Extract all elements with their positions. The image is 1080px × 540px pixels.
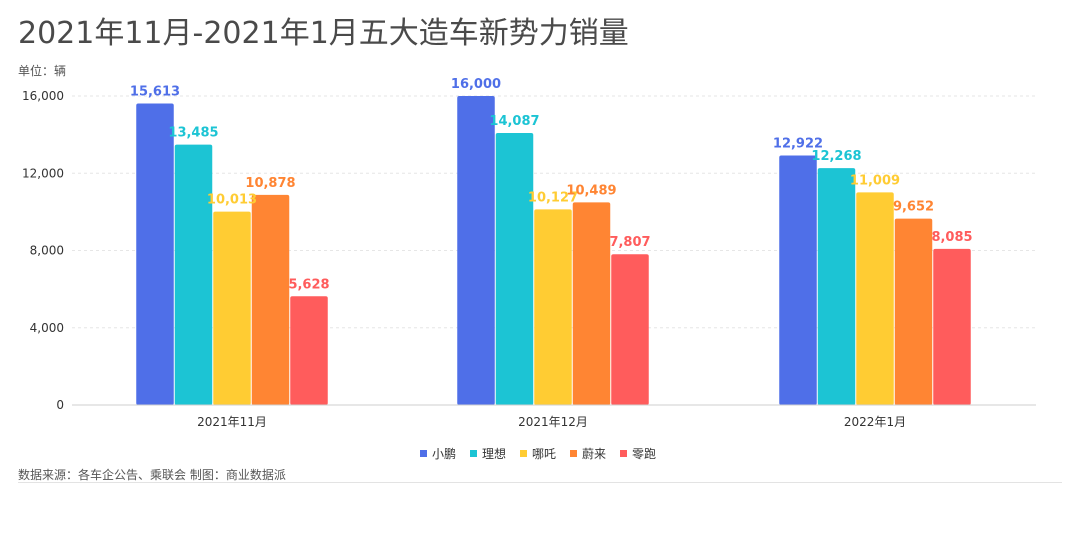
data-label: 16,000 — [451, 77, 501, 92]
data-label: 7,807 — [609, 235, 650, 250]
data-label: 13,485 — [168, 126, 218, 141]
legend-swatch — [470, 450, 477, 457]
bar-哪吒 — [213, 211, 251, 405]
bar-chart: 0 4,000 8,000 12,000 16,000 15,613 13,485 10,0… — [22, 77, 1036, 461]
x-axis-categories: 2021年11月 2021年12月 2022年1月 — [197, 415, 906, 429]
legend-swatch — [570, 450, 577, 457]
data-label: 11,009 — [850, 173, 900, 188]
legend-swatch — [420, 450, 427, 457]
x-category-label: 2021年11月 — [197, 415, 267, 429]
bar-理想 — [495, 132, 534, 405]
bar-蔚来 — [251, 194, 290, 405]
data-label: 12,922 — [773, 136, 823, 151]
source-note: 数据来源：各车企公告、乘联会 制图：商业数据派 — [18, 468, 286, 482]
legend-swatch — [620, 450, 627, 457]
bar-小鹏 — [136, 103, 174, 405]
bar-零跑 — [933, 248, 971, 405]
y-tick-label: 16,000 — [22, 89, 64, 103]
bar-哪吒 — [534, 209, 572, 405]
y-tick-label: 4,000 — [30, 321, 64, 335]
x-category-label: 2021年12月 — [518, 415, 588, 429]
legend-swatch — [520, 450, 527, 457]
bar-哪吒 — [856, 192, 894, 405]
legend-label: 理想 — [482, 446, 506, 461]
y-tick-label: 12,000 — [22, 166, 64, 180]
data-label: 5,628 — [288, 277, 329, 292]
data-label: 10,127 — [528, 190, 578, 205]
bar-零跑 — [611, 254, 649, 405]
bar-理想 — [174, 144, 213, 406]
legend-label: 蔚来 — [582, 447, 606, 461]
data-label: 12,268 — [811, 149, 861, 164]
data-label: 9,652 — [893, 200, 934, 215]
bar-理想 — [817, 168, 856, 405]
bar-小鹏 — [457, 96, 495, 405]
bar-零跑 — [290, 296, 328, 405]
bar-小鹏 — [779, 155, 817, 405]
legend-label: 哪吒 — [532, 447, 556, 461]
data-label: 15,613 — [130, 84, 180, 99]
bottom-divider — [18, 482, 1062, 483]
data-label: 8,085 — [931, 230, 972, 245]
bar-series — [136, 96, 971, 406]
data-label: 10,489 — [566, 183, 616, 198]
data-labels: 15,613 13,485 10,013 10,878 5,628 16,000 14,08… — [130, 77, 973, 292]
y-tick-label: 8,000 — [30, 244, 64, 258]
unit-label: 单位：辆 — [18, 64, 67, 78]
bar-蔚来 — [572, 202, 611, 405]
legend-label: 零跑 — [632, 447, 656, 461]
chart-title: 2021年11月-2021年1月五大造车新势力销量 — [18, 16, 629, 51]
bar-蔚来 — [894, 218, 933, 405]
legend: 小鹏 理想 哪吒 蔚来 零跑 — [420, 446, 656, 461]
data-label: 10,878 — [245, 176, 295, 191]
legend-label: 小鹏 — [432, 447, 456, 461]
data-label: 14,087 — [489, 114, 539, 129]
y-axis-ticks: 0 4,000 8,000 12,000 16,000 — [22, 89, 64, 412]
y-tick-label: 0 — [56, 398, 64, 412]
data-label: 10,013 — [207, 193, 257, 208]
x-category-label: 2022年1月 — [844, 415, 906, 429]
